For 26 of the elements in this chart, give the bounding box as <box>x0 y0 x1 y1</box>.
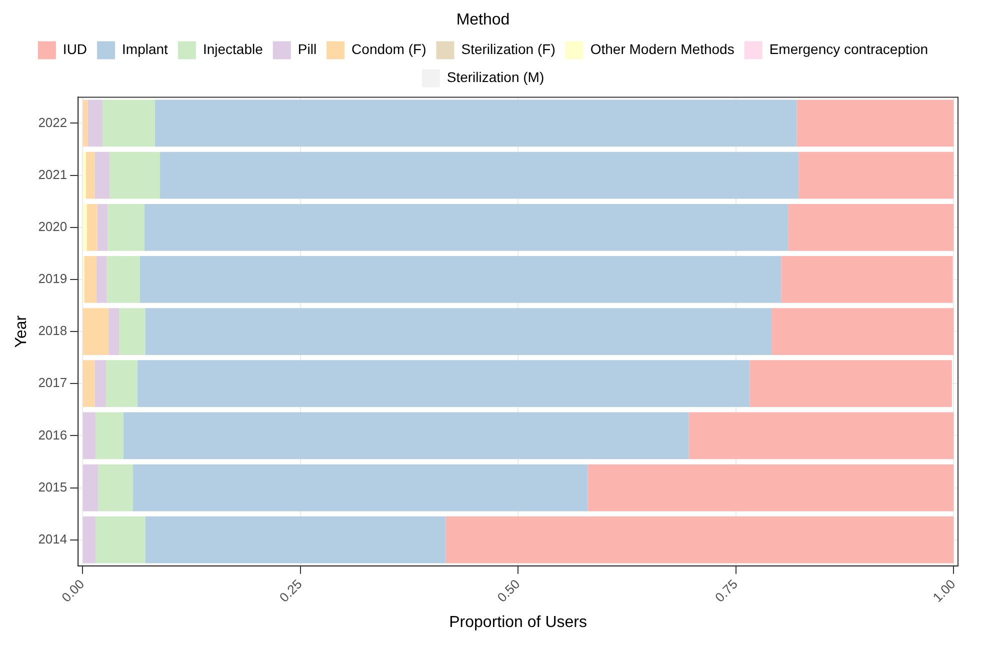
y-tick-label: 2021 <box>38 166 68 182</box>
y-tick-label: 2019 <box>38 271 68 286</box>
legend-label: Condom (F) <box>352 41 426 58</box>
y-tick-label: 2017 <box>38 375 68 390</box>
y-axis-title: Year <box>13 314 30 348</box>
legend-label: Sterilization (F) <box>461 41 556 58</box>
legend-label: Sterilization (M) <box>446 69 544 86</box>
legend-label: Emergency contraception <box>769 41 928 58</box>
y-tick-label: 2018 <box>38 323 68 338</box>
y-tick-label: 2022 <box>38 114 68 130</box>
y-tick-label: 2020 <box>38 218 68 234</box>
legend-label: Other Modern Methods <box>590 41 734 58</box>
y-tick-label: 2014 <box>38 531 68 546</box>
x-axis-title: Proportion of Users <box>449 614 587 631</box>
x-tick-label: 0.75 <box>712 576 741 605</box>
x-tick-label: 1.00 <box>930 576 958 605</box>
legend-label: IUD <box>62 41 88 58</box>
legend-label: Pill <box>298 41 317 58</box>
legend-title: Method <box>456 11 510 28</box>
x-tick-label: 0.50 <box>494 576 523 605</box>
legend-label: Injectable <box>202 41 264 58</box>
x-tick-label: 0.25 <box>276 576 305 605</box>
legend-label: Implant <box>122 41 168 58</box>
y-tick-label: 2016 <box>38 427 68 442</box>
y-tick-label: 2015 <box>38 479 68 494</box>
x-tick-label: 0.00 <box>58 576 88 605</box>
